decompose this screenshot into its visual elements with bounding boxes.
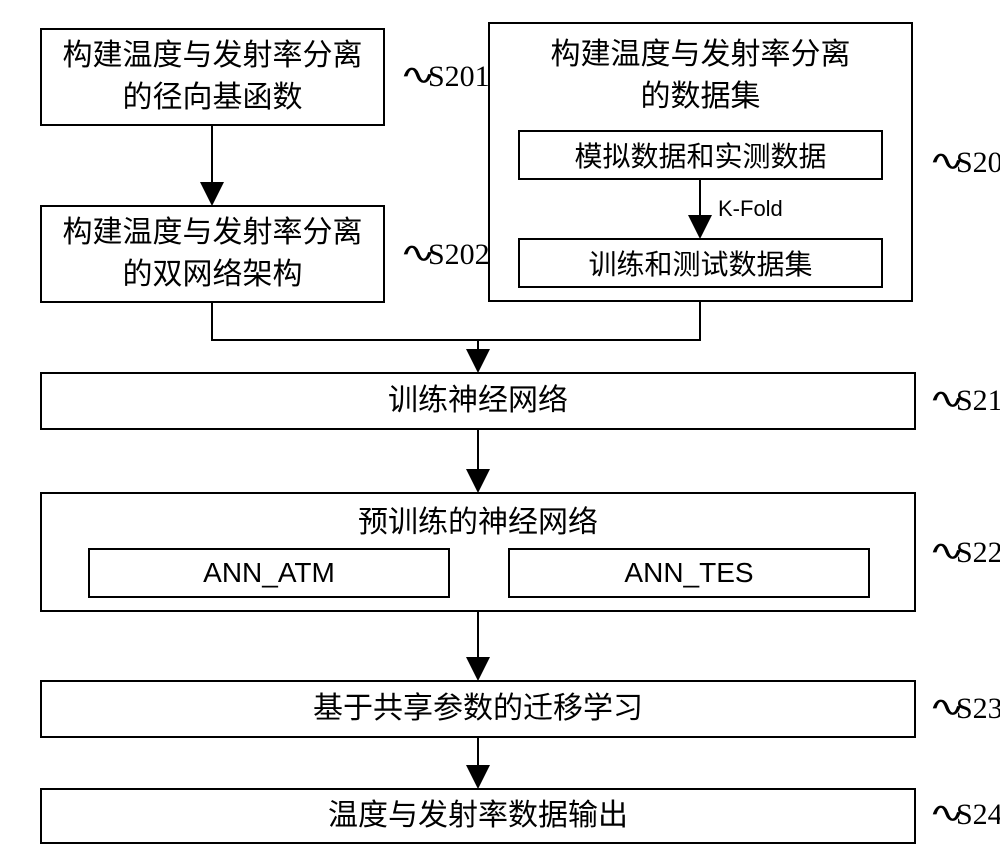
label-s203: S203 xyxy=(956,146,1000,180)
label-s201: S201 xyxy=(428,60,490,94)
box-ann-tes: ANN_TES xyxy=(508,548,870,598)
ann-tes-text: ANN_TES xyxy=(624,557,753,589)
label-s210: S210 xyxy=(956,384,1000,418)
box-s201: 构建温度与发射率分离的径向基函数 xyxy=(40,28,385,126)
box-s210: 训练神经网络 xyxy=(40,372,916,430)
box-s210-text: 训练神经网络 xyxy=(388,380,568,422)
box-s240-text: 温度与发射率数据输出 xyxy=(328,795,628,837)
box-s230-text: 基于共享参数的迁移学习 xyxy=(313,688,643,730)
s203-inner-top-text: 模拟数据和实测数据 xyxy=(574,135,826,175)
box-ann-atm: ANN_ATM xyxy=(88,548,450,598)
label-s202: S202 xyxy=(428,238,490,272)
label-s230: S230 xyxy=(956,692,1000,726)
s203-inner-bot-text: 训练和测试数据集 xyxy=(588,243,812,283)
kfold-label: K-Fold xyxy=(718,196,783,222)
box-s202: 构建温度与发射率分离的双网络架构 xyxy=(40,205,385,303)
ann-atm-text: ANN_ATM xyxy=(203,557,335,589)
box-s201-text: 构建温度与发射率分离的径向基函数 xyxy=(63,35,363,119)
box-s240: 温度与发射率数据输出 xyxy=(40,788,916,844)
box-s203-inner-bot: 训练和测试数据集 xyxy=(518,238,883,288)
s220-title: 预训练的神经网络 xyxy=(358,502,598,544)
box-s202-text: 构建温度与发射率分离的双网络架构 xyxy=(63,212,363,296)
label-s220: S220 xyxy=(956,536,1000,570)
box-s203-inner-top: 模拟数据和实测数据 xyxy=(518,130,883,180)
s203-title: 构建温度与发射率分离的数据集 xyxy=(551,34,851,118)
label-s240: S240 xyxy=(956,798,1000,832)
box-s230: 基于共享参数的迁移学习 xyxy=(40,680,916,738)
